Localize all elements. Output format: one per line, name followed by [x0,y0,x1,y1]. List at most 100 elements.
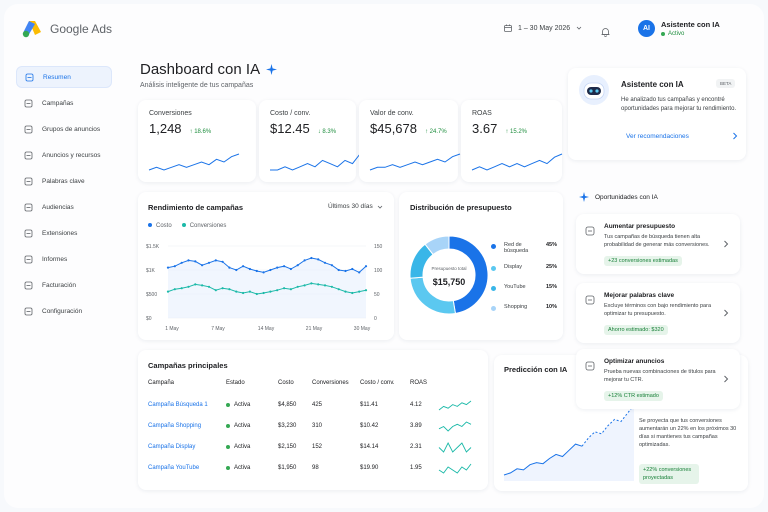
period-select[interactable]: Últimos 30 días [328,203,383,210]
opportunity-card-2[interactable]: Optimizar anuncios Prueba nuevas combinac… [576,349,740,409]
data-point [187,285,190,288]
status-badge: Activa [234,402,251,408]
column-header[interactable]: Campaña [148,380,175,386]
data-point [248,267,251,271]
opportunity-card-1[interactable]: Mejorar palabras clave Excluye términos c… [576,283,740,343]
prediction-text: Se proyecta que tus conversiones aumenta… [639,418,737,448]
data-point [228,288,231,291]
brand-name: Google Ads [50,22,113,36]
data-point [283,265,286,268]
legend-swatch [491,286,496,291]
ads-icon [585,361,595,371]
table-row[interactable]: Campaña Display Activa $2,150 152 $14.14 2.31 [148,442,478,464]
audience-icon [24,203,33,211]
google-ads-icon [22,21,41,38]
table-cell-cost: $1,950 [278,465,297,471]
status-cell: Activa [226,423,250,429]
sidebar-item-3[interactable]: Anuncios y recursos [16,144,112,166]
series-line-0 [167,257,367,273]
legend-swatch [491,244,496,249]
kpi-card-3[interactable]: ROAS 3.67 ↑ 15.2% [461,100,563,182]
sparkline-line [438,463,472,474]
sidebar-item-5[interactable]: Audiencias [16,196,112,218]
billing-icon [24,281,33,289]
sidebar-item-7[interactable]: Informes [16,248,112,270]
data-point [323,284,327,287]
kpi-card-1[interactable]: Costo / conv. $12.45 ↓ 8.3% [259,100,361,182]
column-header[interactable]: Conversiones [312,380,349,386]
calendar-icon [504,24,512,32]
table-header: Campaña Estado Costo Conversiones Costo / co… [148,380,478,400]
table-cell-cost: $2,150 [278,444,297,450]
data-point [283,287,286,290]
y-right-tick: 100 [374,268,383,274]
column-header[interactable]: ROAS [410,380,428,386]
sidebar-item-label: Configuración [42,307,83,315]
data-point [242,265,245,268]
campaign-link[interactable]: Campaña Búsqueda 1 [148,402,208,408]
y-right-tick: 150 [374,244,383,250]
kpi-card-2[interactable]: Valor de conv. $45,678 ↑ 24.7% [359,100,461,182]
kpi-row: $12.45 ↓ 8.3% [270,121,345,136]
sidebar-item-4[interactable]: Palabras clave [16,170,112,192]
column-header[interactable]: Estado [226,380,245,386]
table-row[interactable]: Campaña YouTube Activa $1,950 98 $19.90 1.95 [148,463,478,485]
data-point [255,292,258,296]
date-range-selector[interactable]: 1 – 30 May 2026 [504,24,582,32]
prediction-forecast-line [581,404,635,447]
sparkle-icon [579,192,589,202]
sidebar-item-1[interactable]: Campañas [16,92,112,114]
row-sparkline [438,421,472,432]
status-dot [226,466,230,470]
opportunities-title: Oportunidades con IA [595,193,658,201]
table-cell-roas: 3.89 [410,423,422,429]
opportunity-text: Prueba nuevas combinaciones de títulos p… [604,369,716,383]
data-point [201,284,204,287]
donut-slice-3[interactable] [424,235,450,256]
data-point [337,268,340,272]
campaign-link[interactable]: Campaña Display [148,444,196,450]
status-badge: Activa [234,444,251,450]
campaign-link[interactable]: Campaña YouTube [148,465,200,471]
legend-value: 45% [545,242,557,248]
keyword-icon [24,177,33,185]
legend-value: 15% [545,284,557,290]
performance-legend: Costo Conversiones [148,223,226,229]
sidebar-item-0[interactable]: Resumen [16,66,112,88]
column-header[interactable]: Costo [278,380,294,386]
notifications-button[interactable] [601,24,610,42]
kpi-card-0[interactable]: Conversiones 1,248 ↑ 18.6% [138,100,256,182]
budget-card: Distribución de presupuesto Presupuesto … [399,192,563,340]
opportunity-badge: Ahorro estimado: $320 [604,325,668,335]
sidebar-item-9[interactable]: Configuración [16,300,112,322]
campaign-link[interactable]: Campaña Shopping [148,423,202,429]
view-recommendations-link[interactable]: Ver recomendaciones [626,132,738,140]
status-cell: Activa [226,402,250,408]
data-point [221,260,224,263]
x-tick: 14 May [258,326,275,332]
user-menu[interactable]: AI Asistente con IA Activo [638,20,720,37]
sidebar-item-2[interactable]: Grupos de anuncios [16,118,112,140]
status-badge: Activa [234,423,251,429]
chevron-down-icon [377,205,383,209]
sidebar-item-8[interactable]: Facturación [16,274,112,296]
data-point [310,256,313,260]
table-row[interactable]: Campaña Shopping Activa $3,230 310 $10.42 3.8… [148,421,478,443]
chevron-down-icon [576,26,582,30]
sidebar-item-6[interactable]: Extensiones [16,222,112,244]
data-point [166,290,170,293]
opportunity-badge: +12% CTR estimado [604,391,663,401]
extensions-icon [24,229,33,237]
table-cell-cpc: $19.90 [360,465,379,471]
kpi-delta: ↑ 24.7% [425,129,447,135]
table-row[interactable]: Campaña Búsqueda 1 Activa $4,850 425 $11.41 4… [148,400,478,422]
kpi-label: Conversiones [149,110,192,117]
sidebar-item-label: Resumen [43,73,71,81]
column-header[interactable]: Costo / conv. [360,380,395,386]
data-point [276,289,279,292]
prediction-title: Predicción con IA [504,365,568,374]
google-ads-logo[interactable]: Google Ads [22,20,112,38]
data-point [221,287,224,290]
table-cell-roas: 4.12 [410,402,422,408]
opportunity-card-0[interactable]: Aumentar presupuesto Tus campañas de búsq… [576,214,740,274]
